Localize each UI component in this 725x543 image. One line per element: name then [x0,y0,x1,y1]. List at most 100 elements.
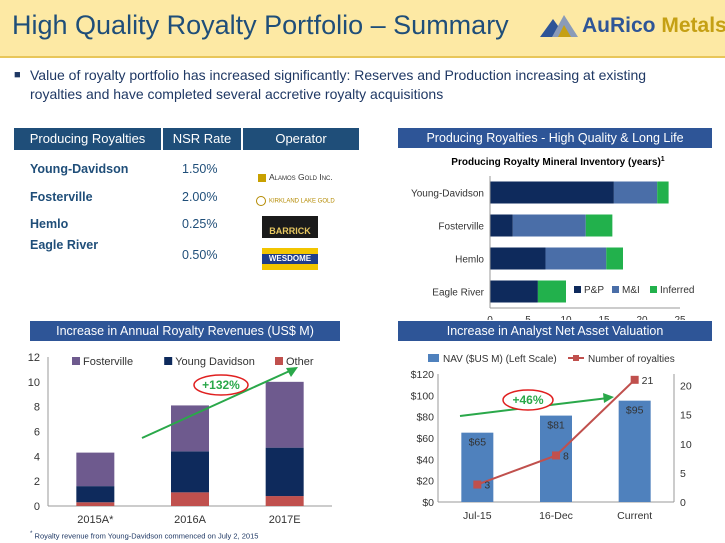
bar-segment [265,447,304,497]
nav-panel-title: Increase in Analyst Net Asset Valuation [398,321,712,341]
royalties-point [630,375,639,384]
legend-swatch [72,357,80,365]
legend-swatch [650,286,657,293]
bar-segment [265,496,304,506]
y-tick-label: 2 [34,476,40,488]
table-header-royalties: Producing Royalties [14,128,161,150]
annotation-ellipse [193,374,249,396]
bar-segment [265,381,304,448]
table-row-rate: 1.50% [182,162,218,176]
legend-label: Number of royalties [588,354,675,365]
y-right-tick-label: 15 [680,410,692,422]
legend-swatch [612,286,619,293]
page-title: High Quality Royalty Portfolio – Summary [12,10,509,40]
y-tick-label: 12 [28,352,40,364]
kirkland-mark-icon [256,196,266,206]
legend-label: Fosterville [83,356,133,368]
y-left-tick-label: $40 [416,454,434,466]
annotation-ellipse [502,389,554,411]
growth-arrow-head [286,367,298,377]
bar-segment [512,214,586,237]
growth-arrow-head [603,393,614,403]
royalties-point-label: 3 [484,480,490,492]
y-right-tick-label: 10 [680,439,692,451]
y-right-tick-label: 0 [680,497,686,509]
royalties-point-label: 21 [642,375,654,387]
bar-segment [76,452,115,487]
legend-swatch [574,286,581,293]
table-row-name: Fosterville [30,190,93,204]
nav-bar [461,432,494,502]
bar-segment [537,280,566,303]
mountain-logo-icon [540,15,578,37]
bullet-square-icon: ■ [14,69,21,81]
logo-name: AuRico [582,14,656,37]
x-tick-label: 15 [598,315,610,320]
bar-segment [545,247,607,270]
y-left-tick-label: $60 [416,433,434,445]
bar-segment [76,486,115,503]
legend-label: NAV ($US M) (Left Scale) [443,354,557,365]
growth-annotation: +46% [512,393,543,407]
table-row-name: Hemlo [30,217,69,231]
bar-segment [171,451,209,493]
y-left-tick-label: $20 [416,476,434,488]
inventory-panel-title: Producing Royalties - High Quality & Lon… [398,128,712,148]
nav-bar [618,400,651,502]
legend-label: P&P [584,285,604,296]
category-label: Eagle River [432,288,484,299]
royalties-point-label: 8 [563,450,569,462]
category-label: Young-Davidson [411,189,484,200]
x-tick-label: 25 [674,315,686,320]
bar-segment [490,280,538,303]
x-tick-label: 20 [636,315,648,320]
alamos-mark-icon [258,173,266,182]
table-row-rate: 0.50% [182,248,218,262]
y-tick-label: 6 [34,427,40,439]
nav-bar-label: $81 [547,420,565,432]
x-tick-label: 5 [525,315,531,320]
table-row-rate: 0.25% [182,217,218,231]
bar-segment [490,247,546,270]
nav-chart: $0 $20 $40 $60 $80 $100 $120 0 5 10 15 20 $65 Jul-15 $… [411,354,692,522]
table-row-name: Young-Davidson [30,162,129,176]
x-tick-label: 2016A [174,514,206,526]
x-tick-label: 10 [560,315,572,320]
y-tick-label: 10 [28,377,40,389]
x-tick-label: 0 [487,315,493,320]
bar-segment [171,492,209,506]
y-left-tick-label: $100 [411,390,435,402]
royalties-point [473,480,482,489]
growth-arrow [141,368,295,439]
y-tick-label: 4 [34,451,40,463]
legend-swatch [428,354,439,362]
wesdome-logo: WESDOME [262,248,318,270]
title-banner [0,0,725,58]
y-left-tick-label: $120 [411,369,435,381]
table-row-rate: 2.00% [182,190,218,204]
y-left-tick-label: $80 [416,412,434,424]
bar-segment [490,181,614,204]
y-tick-label: 0 [34,501,40,513]
x-tick-label: 2015A* [77,514,114,526]
y-right-tick-label: 20 [680,381,692,393]
legend-label: Young Davidson [175,356,255,368]
bar-segment [585,214,613,237]
inventory-chart: Producing Royalty Mineral Inventory (yea… [411,156,695,320]
bar-segment [657,181,669,204]
bar-segment [606,247,623,270]
legend-swatch [164,357,173,365]
alamos-gold-logo: Alamos Gold Inc. [258,172,333,182]
logo-suffix: Metals [661,14,725,37]
x-tick-label: 16-Dec [539,510,573,522]
nav-bar-label: $65 [469,437,487,449]
bar-segment [171,405,209,452]
y-left-tick-label: $0 [422,497,434,509]
bar-segment [613,181,658,204]
nav-bar-label: $95 [626,405,644,417]
bullet-text: Value of royalty portfolio has increased… [30,67,647,102]
revenue-panel-title: Increase in Annual Royalty Revenues (US$… [30,321,340,341]
barrick-logo: BARRICK [262,216,318,238]
legend-label: Other [286,356,314,368]
legend-label: Inferred [660,285,694,296]
